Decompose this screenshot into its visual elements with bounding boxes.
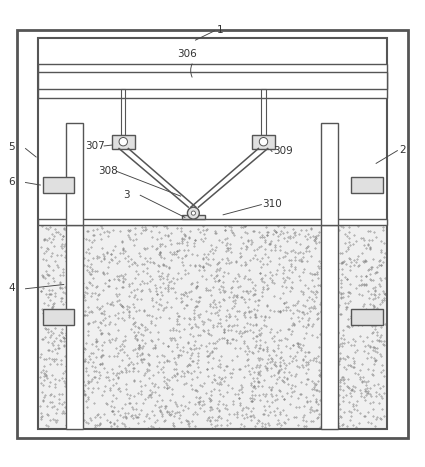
Bar [38,219,387,225]
Text: 3: 3 [123,190,130,200]
Circle shape [187,207,199,219]
Bar [38,64,387,98]
Circle shape [119,137,128,146]
Bar [111,135,135,149]
Bar [66,225,83,429]
Bar [66,123,83,225]
Text: 2: 2 [400,145,406,155]
Bar [351,309,382,325]
Bar [321,225,338,429]
Circle shape [259,137,268,146]
Bar [351,177,382,193]
Bar [42,309,74,325]
Bar [38,38,387,429]
Bar [261,89,266,135]
Bar [321,123,338,225]
Text: 308: 308 [98,166,117,176]
Text: 5: 5 [8,142,15,152]
Bar [42,177,74,193]
Text: 309: 309 [273,146,293,156]
Text: 306: 306 [177,49,197,59]
Text: 307: 307 [85,141,105,150]
Text: 310: 310 [263,199,282,209]
Bar [181,215,205,219]
Text: 1: 1 [217,25,224,35]
Bar [252,135,275,149]
Bar [39,225,386,428]
Bar [38,72,387,89]
Bar [121,89,125,135]
Text: 6: 6 [8,177,15,187]
Text: 4: 4 [8,283,15,293]
Circle shape [191,211,196,215]
